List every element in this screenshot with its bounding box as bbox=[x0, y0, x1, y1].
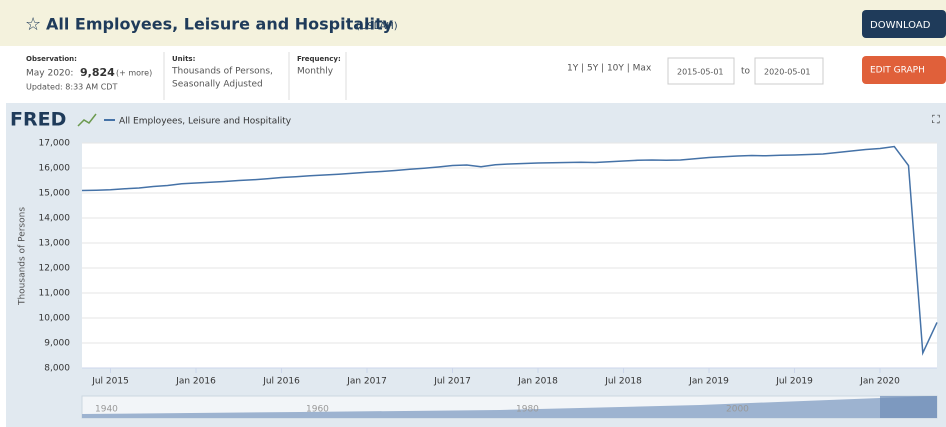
navigator-area bbox=[82, 396, 937, 418]
brand: FRED bbox=[10, 109, 66, 131]
x-tick-label: Jan 2018 bbox=[517, 377, 558, 387]
observation-date: May 2020: bbox=[26, 69, 73, 79]
end-date: 2020-05-01 bbox=[764, 68, 811, 77]
x-tick-label: Jul 2015 bbox=[91, 377, 129, 387]
brand-icon bbox=[77, 113, 97, 127]
y-tick-label: 9,000 bbox=[44, 339, 70, 349]
more-link[interactable]: (+ more) bbox=[116, 69, 152, 78]
y-tick-label: 12,000 bbox=[39, 264, 71, 274]
start-date-input[interactable] bbox=[667, 57, 735, 85]
x-tick-label: Jul 2017 bbox=[433, 377, 471, 387]
x-tick-label: Jan 2016 bbox=[175, 377, 216, 387]
x-tick-label: Jul 2019 bbox=[775, 377, 813, 387]
y-tick-label: 8,000 bbox=[44, 364, 70, 374]
range-buttons[interactable]: 1Y | 5Y | 10Y | Max bbox=[567, 64, 652, 74]
frequency-label: Frequency: bbox=[297, 55, 341, 63]
header-bar bbox=[0, 0, 946, 46]
navigator-label: 1940 bbox=[95, 405, 118, 415]
navigator-window[interactable] bbox=[880, 396, 937, 418]
x-tick-label: Jul 2018 bbox=[604, 377, 642, 387]
download-label: DOWNLOAD bbox=[870, 20, 931, 31]
y-tick-label: 13,000 bbox=[39, 239, 71, 249]
y-tick-label: 14,000 bbox=[39, 214, 71, 224]
start-date: 2015-05-01 bbox=[677, 68, 724, 77]
x-tick-label: Jan 2020 bbox=[859, 377, 900, 387]
y-tick-label: 16,000 bbox=[39, 164, 71, 174]
navigator-label: 1980 bbox=[516, 405, 539, 415]
plot-area bbox=[82, 143, 937, 368]
series-line bbox=[81, 145, 938, 356]
to-label: to bbox=[741, 67, 751, 77]
y-tick-label: 17,000 bbox=[39, 139, 71, 149]
frequency: Monthly bbox=[297, 67, 334, 77]
star-icon[interactable]: ☆ bbox=[25, 14, 41, 35]
end-date-input[interactable] bbox=[754, 57, 824, 85]
observation-label: Observation: bbox=[26, 55, 77, 63]
edit-graph-button[interactable] bbox=[862, 56, 946, 84]
y-tick-label: 11,000 bbox=[39, 289, 71, 299]
updated: Updated: 8:33 AM CDT bbox=[26, 83, 117, 92]
edit-graph-label: EDIT GRAPH bbox=[870, 66, 925, 76]
units-line1: Thousands of Persons, bbox=[171, 67, 273, 77]
y-axis-label: Thousands of Persons bbox=[18, 207, 28, 306]
title: All Employees, Leisure and Hospitality bbox=[46, 15, 394, 34]
units-label: Units: bbox=[172, 55, 196, 63]
series-id: (USLAH) bbox=[356, 21, 398, 32]
fullscreen-icon[interactable]: ⛶ bbox=[932, 113, 940, 126]
navigator-label: 2000 bbox=[726, 405, 749, 415]
x-tick-label: Jan 2019 bbox=[688, 377, 729, 387]
navigator-label: 1960 bbox=[306, 405, 329, 415]
observation-value: 9,824 bbox=[80, 66, 115, 79]
download-button[interactable] bbox=[862, 10, 946, 38]
y-tick-label: 15,000 bbox=[39, 189, 71, 199]
units-line2: Seasonally Adjusted bbox=[172, 80, 263, 90]
legend-label: All Employees, Leisure and Hospitality bbox=[119, 117, 292, 127]
y-tick-label: 10,000 bbox=[39, 314, 71, 324]
x-tick-label: Jul 2016 bbox=[262, 377, 300, 387]
x-tick-label: Jan 2017 bbox=[346, 377, 387, 387]
